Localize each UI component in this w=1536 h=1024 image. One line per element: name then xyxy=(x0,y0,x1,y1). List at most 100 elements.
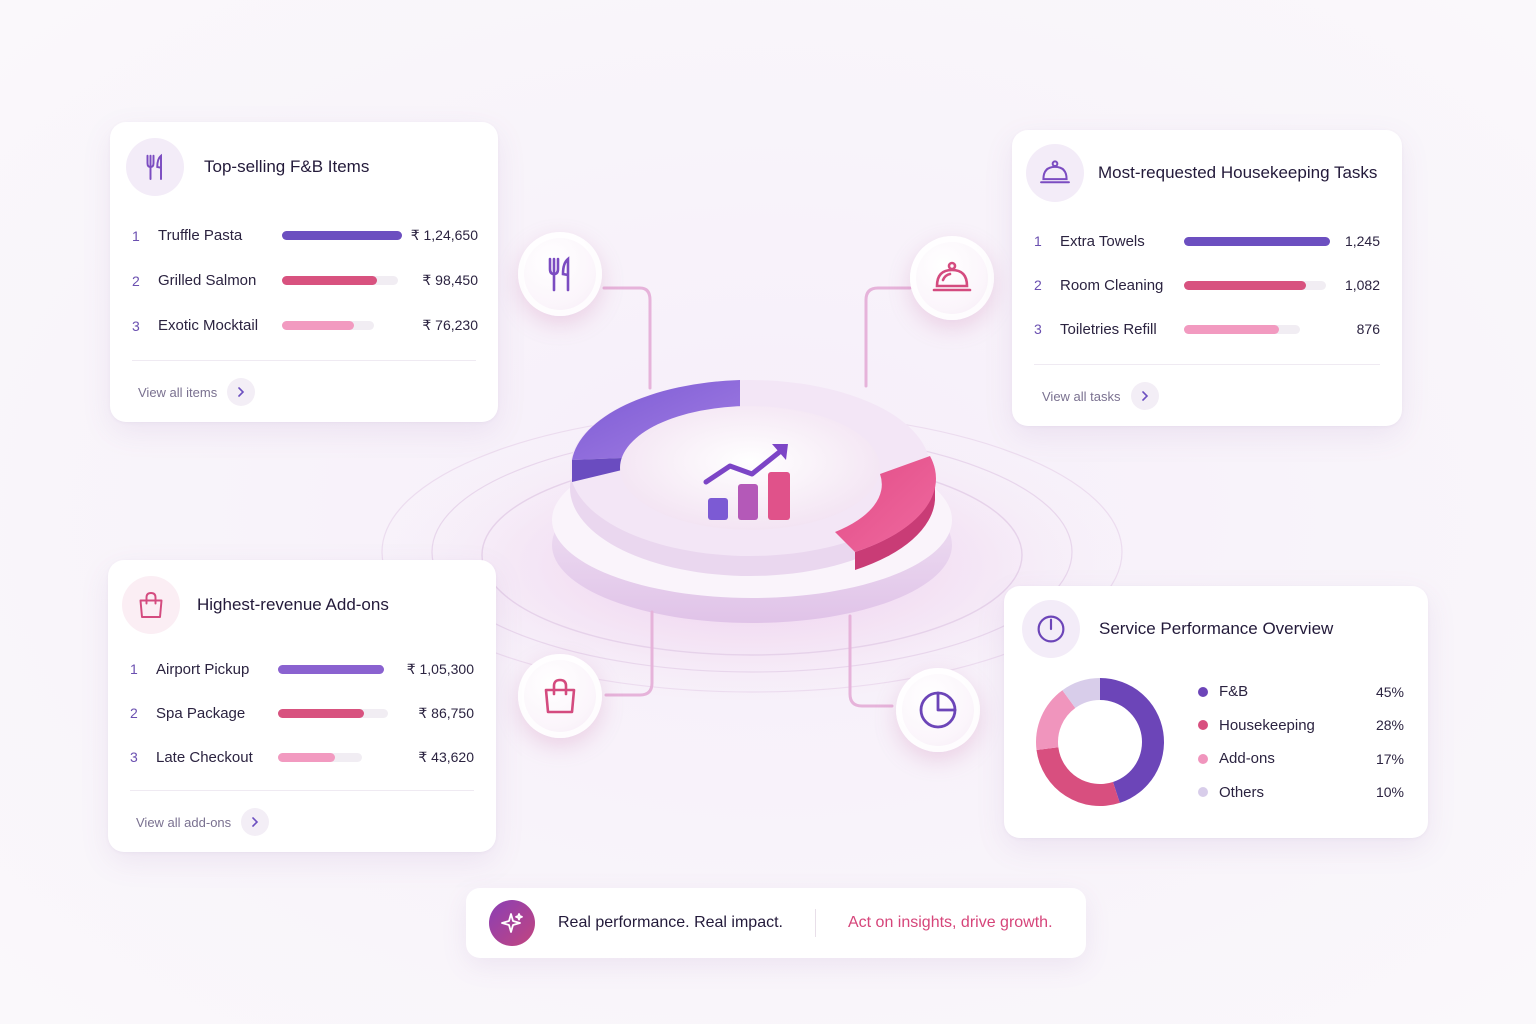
list-item: 3 Toiletries Refill 876 xyxy=(1034,307,1380,351)
chevron-right-icon[interactable] xyxy=(241,808,270,836)
divider xyxy=(132,360,476,361)
list-item: 2 Room Cleaning 1,082 xyxy=(1034,263,1380,307)
legend-pct: 28% xyxy=(1375,717,1404,734)
item-name: Airport Pickup xyxy=(156,660,250,678)
view-all-tasks-link[interactable]: View all tasks xyxy=(1042,382,1159,410)
item-value: 1,245 xyxy=(1344,233,1380,249)
rank-number: 1 xyxy=(132,227,140,244)
rank-number: 3 xyxy=(132,317,140,334)
addons-icon-badge xyxy=(122,576,180,634)
addons-card-title: Highest-revenue Add-ons xyxy=(197,595,389,614)
tagline-banner: Real performance. Real impact. Act on in… xyxy=(466,888,1086,958)
legend-label: Add-ons xyxy=(1219,750,1275,768)
item-value: ₹ 86,750 xyxy=(418,705,474,721)
donut-slice-f-b xyxy=(1100,678,1164,803)
legend-pct: 45% xyxy=(1375,683,1404,700)
item-name: Exotic Mocktail xyxy=(158,317,259,334)
donut-slice-add-ons xyxy=(1036,690,1076,751)
view-all-tasks-label: View all tasks xyxy=(1042,388,1121,404)
legend-dot xyxy=(1198,720,1208,731)
rank-number: 3 xyxy=(1034,321,1042,337)
item-name: Truffle Pasta xyxy=(158,227,243,244)
progress-bar xyxy=(278,709,388,718)
clock-icon xyxy=(1037,615,1065,643)
legend-dot xyxy=(1198,787,1208,798)
progress-bar xyxy=(1184,237,1330,246)
sparkle-icon xyxy=(489,900,535,946)
fnb-card: Top-selling F&B Items 1 Truffle Pasta ₹ … xyxy=(110,122,498,422)
progress-bar xyxy=(282,276,398,285)
donut-slice-others xyxy=(1062,678,1100,709)
item-name: Late Checkout xyxy=(156,748,253,766)
rank-number: 2 xyxy=(130,705,138,721)
item-value: ₹ 1,05,300 xyxy=(406,661,474,677)
overview-legend: F&B 45% Housekeeping 28% Add-ons 17% Oth… xyxy=(1198,675,1404,809)
view-all-items-link[interactable]: View all items xyxy=(138,378,256,406)
overview-float-badge xyxy=(896,668,980,752)
list-item: 1 Airport Pickup ₹ 1,05,300 xyxy=(130,647,474,691)
housekeeping-card-title: Most-requested Housekeeping Tasks xyxy=(1098,163,1378,182)
addons-float-badge xyxy=(518,654,602,738)
view-all-items-label: View all items xyxy=(138,384,218,400)
service-bell-icon xyxy=(932,261,972,292)
pie-chart-icon xyxy=(919,691,957,729)
overview-donut-chart xyxy=(1036,678,1164,806)
item-value: 1,082 xyxy=(1344,277,1380,293)
housekeeping-icon-badge xyxy=(1026,144,1084,202)
item-value: ₹ 1,24,650 xyxy=(410,227,478,243)
item-name: Toiletries Refill xyxy=(1060,320,1157,338)
hero-ring-illustration xyxy=(372,380,1132,700)
rank-number: 1 xyxy=(1034,233,1042,249)
legend-item: F&B 45% xyxy=(1198,675,1404,709)
shopping-bag-icon xyxy=(139,592,163,618)
fork-knife-icon xyxy=(548,256,570,292)
item-value: ₹ 43,620 xyxy=(418,749,474,765)
fnb-list: 1 Truffle Pasta ₹ 1,24,650 2 Grilled Sal… xyxy=(132,213,478,348)
fnb-float-badge xyxy=(518,232,602,316)
view-all-addons-link[interactable]: View all add-ons xyxy=(136,808,270,836)
progress-bar xyxy=(1184,325,1300,334)
housekeeping-list: 1 Extra Towels 1,245 2 Room Cleaning 1,0… xyxy=(1034,219,1380,351)
list-item: 2 Grilled Salmon ₹ 98,450 xyxy=(132,258,478,303)
service-bell-icon xyxy=(1040,160,1070,184)
banner-divider xyxy=(814,909,816,937)
legend-pct: 10% xyxy=(1375,784,1404,801)
fnb-icon-badge xyxy=(126,138,184,196)
item-name: Room Cleaning xyxy=(1060,276,1164,294)
housekeeping-card: Most-requested Housekeeping Tasks 1 Extr… xyxy=(1012,130,1402,426)
rank-number: 3 xyxy=(130,749,138,765)
fork-knife-icon xyxy=(146,153,162,180)
donut-slice-housekeeping xyxy=(1036,747,1120,806)
progress-bar xyxy=(1184,281,1326,290)
addons-card: Highest-revenue Add-ons 1 Airport Pickup… xyxy=(108,560,496,852)
chevron-right-icon[interactable] xyxy=(1130,382,1159,410)
progress-bar xyxy=(278,665,384,674)
list-item: 1 Extra Towels 1,245 xyxy=(1034,219,1380,263)
progress-bar xyxy=(282,321,374,330)
divider xyxy=(1034,364,1380,365)
item-name: Grilled Salmon xyxy=(158,272,257,289)
overview-card-title: Service Performance Overview xyxy=(1099,619,1334,638)
overview-icon-badge xyxy=(1022,600,1080,658)
item-name: Spa Package xyxy=(156,704,246,722)
legend-item: Housekeeping 28% xyxy=(1198,709,1404,743)
divider xyxy=(130,790,474,791)
list-item: 1 Truffle Pasta ₹ 1,24,650 xyxy=(132,213,478,258)
view-all-addons-label: View all add-ons xyxy=(136,814,232,830)
list-item: 3 Late Checkout ₹ 43,620 xyxy=(130,735,474,779)
legend-dot xyxy=(1198,686,1208,697)
legend-item: Others 10% xyxy=(1198,776,1404,810)
legend-label: Others xyxy=(1219,783,1265,801)
legend-item: Add-ons 17% xyxy=(1198,742,1404,776)
chevron-right-icon[interactable] xyxy=(227,378,256,406)
rank-number: 2 xyxy=(132,272,140,289)
banner-tagline: Real performance. Real impact. xyxy=(558,914,783,931)
item-value: ₹ 76,230 xyxy=(422,317,478,333)
progress-bar xyxy=(278,753,362,762)
item-name: Extra Towels xyxy=(1060,232,1145,250)
fnb-card-title: Top-selling F&B Items xyxy=(204,157,370,176)
legend-dot xyxy=(1198,753,1208,764)
shopping-bag-icon xyxy=(544,678,576,714)
housekeeping-float-badge xyxy=(910,236,994,320)
